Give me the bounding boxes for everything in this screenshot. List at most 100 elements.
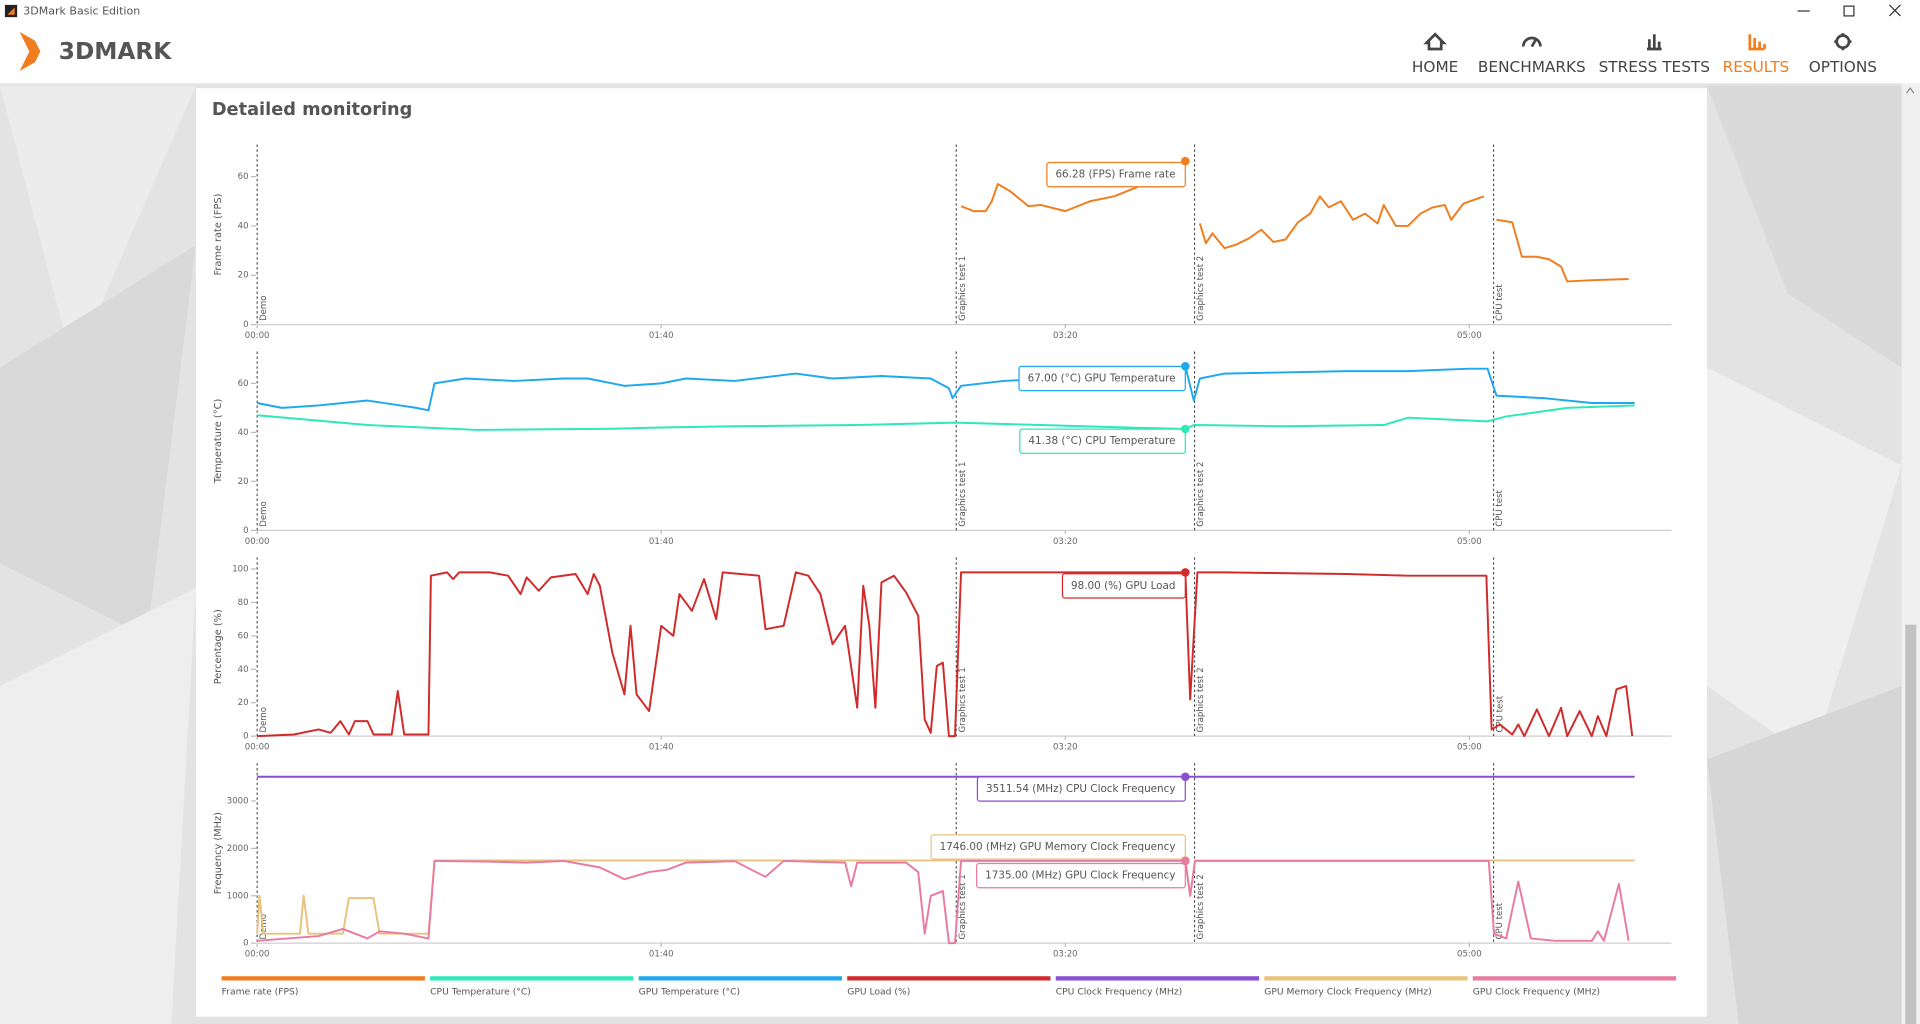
- y-tick-label: 100: [232, 565, 248, 575]
- nav-item[interactable]: HOME: [1412, 58, 1458, 76]
- tooltip-dot: [1181, 856, 1190, 866]
- series-line: [257, 571, 1634, 738]
- nav-icon: [1834, 33, 1852, 51]
- bg-poly: [0, 244, 196, 637]
- test-marker-label: Demo: [259, 501, 269, 526]
- y-axis-label: Temperature (°C): [213, 399, 224, 484]
- x-tick-label: 00:00: [245, 950, 270, 960]
- nav-item[interactable]: STRESS TESTS: [1599, 58, 1710, 76]
- scroll-up[interactable]: [1906, 87, 1915, 94]
- scrollbar-thumb[interactable]: [1905, 624, 1917, 1024]
- y-tick-label: 40: [238, 665, 249, 675]
- y-tick-label: 3000: [227, 797, 249, 807]
- window-title: 3DMark Basic Edition: [23, 5, 140, 18]
- tooltip-dot: [1181, 361, 1190, 371]
- test-marker-label: CPU test: [1495, 695, 1505, 732]
- panel-title: Detailed monitoring: [212, 100, 413, 120]
- y-tick-label: 20: [238, 271, 249, 281]
- legend-swatch: [847, 976, 1051, 981]
- legend-label[interactable]: GPU Load (%): [847, 987, 910, 998]
- tooltip-box: [1019, 428, 1186, 454]
- bg-poly: [1706, 367, 1902, 760]
- bg-poly: [1706, 85, 1902, 368]
- tooltip-box: [976, 862, 1186, 889]
- y-axis-label: Frequency (MHz): [213, 812, 224, 894]
- y-axis-label: Percentage (%): [213, 609, 224, 684]
- legend-swatch: [638, 976, 842, 981]
- y-tick-label: 0: [243, 939, 248, 949]
- test-marker-label: Graphics test 1: [958, 256, 968, 321]
- chart: Percentage (%) 0 20 40 60 80 100 00:00 01:40 03:2…: [213, 557, 1672, 753]
- x-tick-label: 03:20: [1053, 743, 1078, 753]
- charts: Frame rate (FPS) 0 20 40 60 00:00 01:40 03:20 05…: [213, 144, 1672, 960]
- x-tick-label: 00:00: [245, 743, 270, 753]
- bg-poly: [1706, 685, 1902, 1024]
- tooltip-dot: [1181, 424, 1190, 434]
- x-tick-label: 05:00: [1457, 743, 1482, 753]
- restore-button[interactable]: [1843, 5, 1855, 17]
- logo-text: 3DMARK: [59, 38, 172, 65]
- tooltip-box: [930, 834, 1186, 860]
- tooltip: 1735.00 (MHz) GPU Clock Frequency: [976, 856, 1190, 889]
- tooltip-text: 1735.00 (MHz) GPU Clock Frequency: [985, 870, 1175, 882]
- tooltip-dot: [1181, 772, 1190, 782]
- series-line: [256, 365, 1635, 412]
- legend-swatch: [1264, 976, 1468, 981]
- test-marker-label: Graphics test 2: [1196, 256, 1206, 321]
- x-tick-label: 03:20: [1053, 537, 1078, 547]
- logo-mark: [19, 31, 54, 72]
- legend-label[interactable]: Frame rate (FPS): [222, 987, 299, 998]
- close-button[interactable]: [1888, 4, 1901, 17]
- legend-swatch: [221, 976, 425, 981]
- nav-item[interactable]: RESULTS: [1723, 58, 1790, 76]
- tooltip: 41.38 (°C) CPU Temperature: [1019, 424, 1190, 454]
- test-marker-label: Graphics test 1: [958, 462, 968, 527]
- test-marker-label: Graphics test 1: [958, 667, 968, 732]
- x-tick-label: 05:00: [1457, 331, 1482, 341]
- legend-swatch: [1472, 976, 1677, 981]
- y-tick-label: 0: [243, 732, 248, 742]
- legend: Frame rate (FPS) CPU Temperature (°C) GPU …: [221, 976, 1677, 998]
- nav-item[interactable]: OPTIONS: [1809, 58, 1877, 76]
- series-line: [257, 404, 1635, 431]
- y-tick-label: 1000: [227, 891, 249, 901]
- legend-label[interactable]: GPU Memory Clock Frequency (MHz): [1264, 987, 1431, 998]
- tooltip-dot: [1181, 156, 1190, 166]
- legend-label[interactable]: GPU Temperature (°C): [639, 987, 740, 998]
- y-tick-label: 80: [238, 598, 249, 608]
- x-tick-label: 01:40: [649, 743, 674, 753]
- tooltip-text: 41.38 (°C) CPU Temperature: [1028, 435, 1175, 447]
- legend-swatch: [1055, 976, 1260, 981]
- y-tick-label: 60: [238, 379, 249, 389]
- legend-label[interactable]: CPU Clock Frequency (MHz): [1056, 987, 1182, 998]
- y-axis-label: Frame rate (FPS): [213, 194, 224, 276]
- nav-item[interactable]: BENCHMARKS: [1478, 58, 1586, 76]
- x-tick-label: 05:00: [1457, 950, 1482, 960]
- test-marker-label: Demo: [259, 707, 269, 732]
- panel: [195, 88, 1707, 1017]
- y-tick-label: 0: [243, 526, 248, 536]
- nav-icon: [1646, 34, 1662, 51]
- title-bar: [0, 0, 1920, 23]
- legend-swatch: [430, 976, 634, 981]
- y-tick-label: 20: [238, 477, 249, 487]
- test-marker-label: CPU test: [1495, 902, 1505, 939]
- test-marker-label: CPU test: [1495, 284, 1505, 321]
- y-tick-label: 20: [238, 698, 249, 708]
- x-tick-label: 05:00: [1457, 537, 1482, 547]
- x-tick-label: 01:40: [649, 537, 674, 547]
- tooltip-text: 3511.54 (MHz) CPU Clock Frequency: [986, 783, 1176, 795]
- x-tick-label: 03:20: [1053, 950, 1078, 960]
- x-tick-label: 03:20: [1053, 331, 1078, 341]
- bg-poly: [0, 587, 196, 1024]
- legend-label[interactable]: GPU Clock Frequency (MHz): [1473, 987, 1600, 998]
- header: [0, 22, 1920, 84]
- chart: Frequency (MHz) 0 1000 2000 3000 00:00 01:40 03…: [213, 763, 1672, 960]
- tooltip: 66.28 (FPS) Frame rate: [1046, 156, 1190, 188]
- y-tick-label: 60: [238, 631, 249, 641]
- legend-label[interactable]: CPU Temperature (°C): [430, 987, 531, 998]
- test-marker-label: Demo: [259, 295, 269, 320]
- tooltip: 1746.00 (MHz) GPU Memory Clock Frequency: [930, 834, 1190, 865]
- test-marker-label: Graphics test 2: [1196, 874, 1206, 939]
